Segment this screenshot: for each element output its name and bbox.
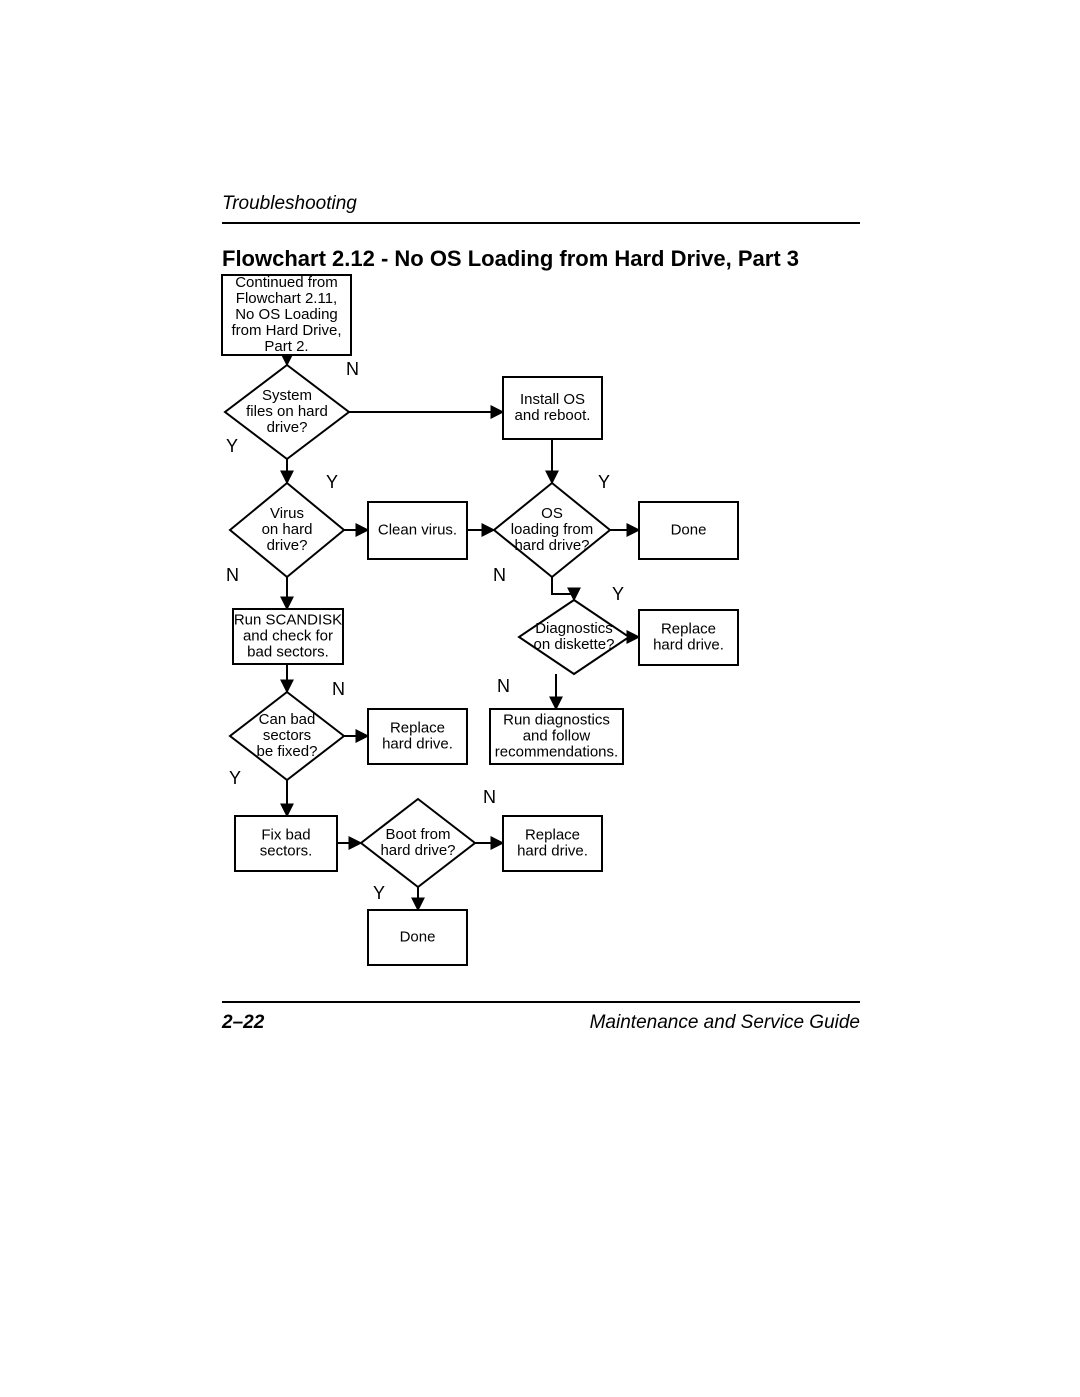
flowchart-canvas: N Y Y Y N N Y N N Y N Y Continued fromFlowchart 2.11… <box>0 0 1080 1397</box>
flowchart-text: on diskette? <box>534 636 615 653</box>
flowchart-text: hard drive? <box>514 537 589 554</box>
flowchart-text: recommendations. <box>495 743 618 760</box>
flowchart-text: and follow <box>523 727 591 744</box>
flowchart-text: Diagnostics <box>535 620 613 637</box>
flowchart-text: hard drive? <box>380 842 455 859</box>
flowchart-text: Done <box>400 928 436 945</box>
flowchart-text: No OS Loading <box>235 306 338 323</box>
flowchart-edge-label: N <box>497 676 510 696</box>
flowchart-edge-label: Y <box>612 584 624 604</box>
flowchart-text: Flowchart 2.11, <box>236 290 337 307</box>
flowchart-text: hard drive. <box>653 636 724 653</box>
flowchart-text: on hard <box>262 521 313 538</box>
flowchart-text: Replace <box>661 620 716 637</box>
flowchart-edge <box>552 577 574 600</box>
flowchart-text: System <box>262 387 312 404</box>
flowchart-edge-label: Y <box>226 436 238 456</box>
flowchart-text: be fixed? <box>257 743 318 760</box>
flowchart-text: hard drive. <box>517 842 588 859</box>
flowchart-edge-label: Y <box>598 472 610 492</box>
flowchart-edge-label: N <box>483 787 496 807</box>
flowchart-text: Part 2. <box>264 338 308 355</box>
flowchart-text: Run SCANDISK <box>234 611 342 628</box>
flowchart-text: sectors <box>263 727 311 744</box>
flowchart-edge-label: N <box>346 359 359 379</box>
flowchart-text: Virus <box>270 505 304 522</box>
footer-doc-title: Maintenance and Service Guide <box>590 1012 860 1034</box>
footer-rule <box>222 1001 860 1003</box>
flowchart-edge-label: Y <box>229 768 241 788</box>
flowchart-text: and reboot. <box>515 407 591 424</box>
flowchart-text: bad sectors. <box>247 643 329 660</box>
footer-page-number: 2–22 <box>222 1012 264 1034</box>
flowchart-text: Fix bad <box>261 826 310 843</box>
flowchart-text: OS <box>541 505 563 522</box>
flowchart-edge-label: N <box>332 679 345 699</box>
flowchart-text: Clean virus. <box>378 521 457 538</box>
flowchart-text: sectors. <box>260 842 313 859</box>
page: Troubleshooting Flowchart 2.12 - No OS L… <box>0 0 1080 1397</box>
flowchart-text: Boot from <box>385 826 450 843</box>
flowchart-text: files on hard <box>246 403 328 420</box>
flowchart-text: Run diagnostics <box>503 711 610 728</box>
flowchart-text: from Hard Drive, <box>231 322 341 339</box>
flowchart-text: and check for <box>243 627 333 644</box>
flowchart-text: Replace <box>525 826 580 843</box>
flowchart-text: hard drive. <box>382 735 453 752</box>
flowchart-text: Continued from <box>235 274 338 291</box>
flowchart-text: Install OS <box>520 391 585 408</box>
flowchart-text: drive? <box>267 419 308 436</box>
flowchart-edge-label: Y <box>373 883 385 903</box>
flowchart-text: Replace <box>390 719 445 736</box>
flowchart-text: Done <box>671 521 707 538</box>
flowchart-text: drive? <box>267 537 308 554</box>
flowchart-text: Can bad <box>259 711 316 728</box>
flowchart-text: loading from <box>511 521 594 538</box>
flowchart-edge-label: N <box>226 565 239 585</box>
flowchart-edge-label: Y <box>326 472 338 492</box>
flowchart-edge-label: N <box>493 565 506 585</box>
